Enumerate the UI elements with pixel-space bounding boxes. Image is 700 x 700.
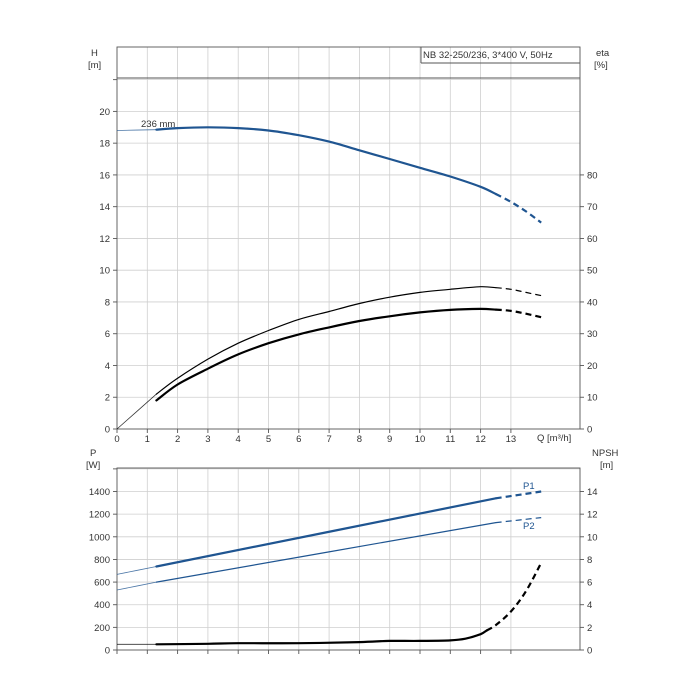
x-tick-label: 11 [445,434,455,445]
y-left-tick-label: 8 [105,297,110,308]
x-tick-label: 0 [114,434,119,445]
y-right-tick-label: 10 [587,393,598,404]
series-guide-line [116,129,157,131]
y-right-tick-label: 2 [587,623,592,634]
y-left-tick-label: 4 [105,361,110,372]
y-right-tick-label: 60 [587,234,598,245]
series-line-dashed [495,308,542,319]
y-left-tick-label: 18 [99,139,110,150]
y-left-tick-label: 1000 [89,532,110,543]
eta-axis-unit: [%] [594,60,608,71]
series-line-dashed [486,562,543,632]
head-axis-name: H [91,48,98,59]
series-label-p2: P2 [523,521,535,532]
x-tick-label: 3 [205,434,210,445]
series-line-dashed [495,517,542,524]
y-right-tick-label: 20 [587,361,598,372]
series-label-236-mm: 236 mm [141,119,175,130]
series-line-solid [155,307,497,402]
y-left-tick-label: 2 [105,393,110,404]
y-left-tick-label: 600 [94,578,110,589]
series-guide-line [116,393,157,430]
series-line-solid [155,286,497,395]
y-right-tick-label: 12 [587,510,598,521]
y-right-tick-label: 40 [587,297,598,308]
y-right-tick-label: 14 [587,487,598,498]
chart-title: NB 32-250/236, 3*400 V, 50Hz [423,50,553,61]
y-right-tick-label: 50 [587,266,598,277]
eta-axis-name: eta [596,48,610,59]
y-right-tick-label: 10 [587,532,598,543]
series-line-solid [155,126,497,196]
y-right-tick-label: 80 [587,170,598,181]
y-left-tick-label: 20 [99,107,110,118]
x-tick-label: 6 [296,434,301,445]
series-line-solid [155,522,497,583]
x-tick-label: 5 [266,434,271,445]
x-tick-label: 1 [145,434,150,445]
y-left-tick-label: 400 [94,600,110,611]
y-left-tick-label: 14 [99,202,110,213]
y-left-tick-label: 1400 [89,487,110,498]
series-line-dashed [495,287,542,297]
series-line-solid [155,497,497,568]
y-right-tick-label: 70 [587,202,598,213]
power-axis-unit: [W] [86,460,100,471]
y-right-tick-label: 4 [587,600,592,611]
y-right-tick-label: 8 [587,555,592,566]
npsh-axis-name: NPSH [592,448,619,459]
y-left-tick-label: 200 [94,623,110,634]
series-guide-line [116,566,157,575]
x-tick-label: 9 [387,434,392,445]
x-tick-label: 13 [506,434,517,445]
y-left-tick-label: 1200 [89,510,110,521]
x-tick-label: 2 [175,434,180,445]
power-npsh-panel: P [W] NPSH [m] 0 200 400 600 800 1000 1200 1400… [86,448,619,657]
npsh-axis-unit: [m] [600,460,613,471]
y-left-tick-label: 0 [105,646,110,657]
series-line-dashed [495,490,542,500]
y-left-tick-label: 16 [99,170,110,181]
x-tick-label: 4 [236,434,241,445]
head-axis-unit: [m] [88,60,101,71]
y-left-tick-label: 800 [94,555,110,566]
series-label-p1: P1 [523,481,535,492]
series-line-dashed [495,193,542,224]
y-right-tick-label: 30 [587,329,598,340]
x-tick-label: 12 [475,434,486,445]
flow-axis-label: Q [m³/h] [537,433,571,444]
y-left-tick-label: 0 [105,425,110,436]
y-left-tick-label: 10 [99,266,110,277]
y-left-tick-label: 6 [105,329,110,340]
y-left-tick-label: 12 [99,234,110,245]
series-line-solid [155,629,488,646]
y-right-tick-label: 0 [587,425,592,436]
head-efficiency-panel: NB 32-250/236, 3*400 V, 50Hz H [m] eta [… [88,46,610,445]
power-axis-name: P [90,448,96,459]
x-tick-label: 8 [357,434,362,445]
x-tick-label: 7 [326,434,331,445]
series-guide-line [116,581,157,591]
y-right-tick-label: 6 [587,578,592,589]
x-tick-label: 10 [415,434,426,445]
y-right-tick-label: 0 [587,646,592,657]
